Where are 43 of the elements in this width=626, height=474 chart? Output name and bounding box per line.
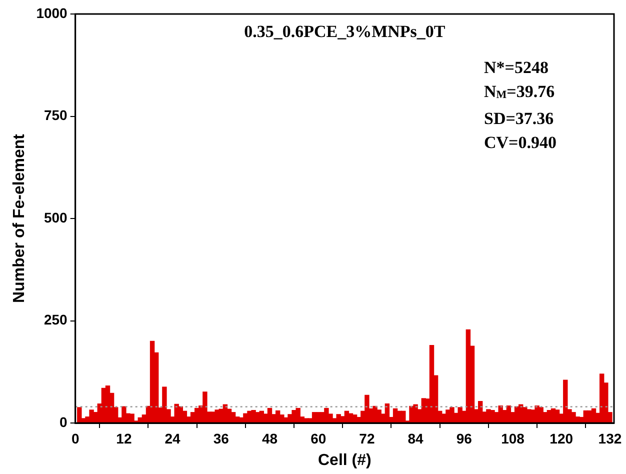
- x-tick-label: 132: [598, 430, 622, 446]
- x-tick-label: 0: [71, 430, 80, 446]
- x-tick-label: 108: [501, 430, 525, 446]
- x-tick-label: 60: [310, 430, 326, 446]
- x-tick-label: 96: [456, 430, 472, 446]
- x-tick-label: 24: [164, 430, 181, 446]
- bar: [563, 380, 568, 423]
- bar: [364, 394, 370, 423]
- bar: [174, 404, 179, 423]
- y-tick-label: 500: [44, 209, 68, 226]
- text: 0.35_0.6PCE_3%MNPs_0T: [244, 22, 446, 42]
- annotation: N$_{M}$=39.76: [484, 81, 556, 103]
- x-tick-label: 84: [408, 430, 424, 446]
- bar: [255, 412, 260, 423]
- bar: [202, 392, 208, 423]
- bar: [130, 414, 134, 423]
- bar: [336, 414, 341, 423]
- x-axis-title: Cell (#): [318, 452, 372, 469]
- x-tick-label: 36: [213, 430, 230, 446]
- y-tick-label: 1000: [36, 4, 68, 21]
- x-tick-label: 48: [262, 430, 278, 446]
- bar: [77, 407, 82, 423]
- bar: [498, 405, 503, 423]
- bar: [214, 410, 220, 423]
- bar: [450, 407, 454, 423]
- y-tick-label: 250: [44, 312, 68, 328]
- annotation: N*=5248: [484, 57, 550, 79]
- bar: [376, 410, 382, 423]
- x-tick-label: 12: [116, 430, 132, 446]
- y-axis-title: Number of Fe-element: [11, 133, 28, 303]
- x-tick-label: 120: [550, 430, 574, 446]
- bar: [458, 407, 462, 423]
- bar: [162, 386, 167, 423]
- annotation: SD=37.36: [484, 108, 555, 130]
- bar: [538, 407, 544, 423]
- bar: [296, 408, 300, 423]
- y-tick-label: 0: [60, 414, 68, 430]
- bar: [324, 408, 329, 423]
- y-tick-label: 750: [44, 107, 68, 124]
- x-tick-label: 72: [359, 430, 375, 446]
- bar: [571, 412, 576, 423]
- bar: [401, 410, 406, 423]
- annotation: CV=0.940: [484, 132, 556, 154]
